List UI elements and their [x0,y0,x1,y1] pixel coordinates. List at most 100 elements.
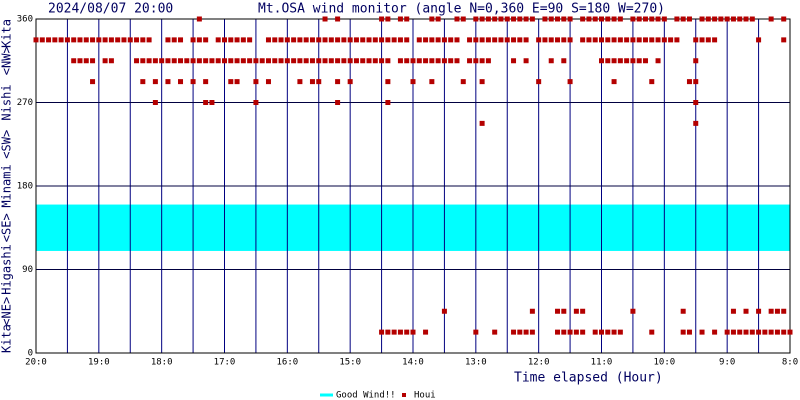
wind-point [322,37,328,43]
wind-point [253,58,259,64]
wind-point [555,37,561,43]
wind-point [335,58,341,64]
wind-point [686,79,692,85]
wind-point [102,37,108,43]
wind-point [441,58,447,64]
wind-point [397,329,403,335]
wind-point [410,79,416,85]
wind-point [347,58,353,64]
wind-point [297,58,303,64]
direction-label: <SW> [0,130,14,159]
wind-point [39,37,45,43]
wind-point [712,37,718,43]
wind-point [190,79,196,85]
wind-point [611,37,617,43]
wind-point [479,79,485,85]
wind-point [693,79,699,85]
wind-point [429,16,435,22]
wind-point [586,16,592,22]
wind-point [316,58,322,64]
wind-point [605,16,611,22]
wind-point [423,37,429,43]
wind-point [115,37,121,43]
direction-label: Nishi [0,84,14,120]
wind-point [718,16,724,22]
wind-point [152,79,158,85]
wind-point [33,37,39,43]
wind-point [686,16,692,22]
wind-point [781,37,787,43]
wind-point [247,58,253,64]
wind-point [712,16,718,22]
wind-point [316,37,322,43]
wind-point [504,37,510,43]
wind-point [52,37,58,43]
wind-point [680,308,686,314]
wind-point [108,58,114,64]
wind-point [567,16,573,22]
wind-point [756,308,762,314]
wind-point [511,329,517,335]
wind-point [636,37,642,43]
wind-point [121,37,127,43]
wind-point [642,58,648,64]
wind-point [617,37,623,43]
wind-point [341,37,347,43]
x-tick-label: 8:0 [782,358,798,368]
wind-point [693,58,699,64]
wind-point [190,58,196,64]
wind-point [64,37,70,43]
chart-date: 2024/08/07 20:00 [48,2,173,17]
wind-point [743,308,749,314]
wind-point [291,58,297,64]
wind-point [441,37,447,43]
wind-point [630,16,636,22]
legend-swatch [402,393,406,397]
wind-point [561,58,567,64]
wind-point [460,16,466,22]
wind-point [642,37,648,43]
wind-point [649,79,655,85]
wind-point [429,58,435,64]
wind-point [278,58,284,64]
wind-point [737,16,743,22]
wind-point [435,58,441,64]
wind-point [228,79,234,85]
wind-point [642,16,648,22]
wind-point [511,58,517,64]
wind-point [605,329,611,335]
wind-point [529,16,535,22]
wind-point [756,37,762,43]
wind-point [385,16,391,22]
wind-point [498,16,504,22]
wind-point [756,329,762,335]
wind-point [649,16,655,22]
wind-point [171,58,177,64]
wind-point [479,120,485,126]
wind-point [152,58,158,64]
wind-point [517,329,523,335]
x-tick-label: 12:0 [528,358,550,368]
wind-point [228,58,234,64]
wind-point [712,329,718,335]
wind-point [441,308,447,314]
wind-point [404,16,410,22]
direction-label: Kita [0,324,14,353]
wind-point [397,58,403,64]
wind-point [222,37,227,43]
wind-point [410,329,416,335]
wind-point [599,16,604,22]
wind-point [297,79,303,85]
wind-point [140,58,146,64]
wind-point [234,58,240,64]
wind-point [234,37,240,43]
wind-point [196,37,202,43]
wind-point [479,37,485,43]
wind-point [693,100,699,105]
wind-point [46,37,52,43]
wind-point [335,79,341,85]
plot-frame [35,18,791,354]
wind-point [636,58,642,64]
wind-point [699,16,705,22]
